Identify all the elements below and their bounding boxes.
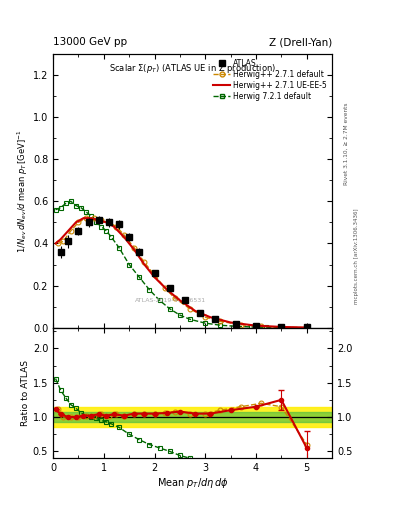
Legend: ATLAS, Herwig++ 2.7.1 default, Herwig++ 2.7.1 UE-EE-5, Herwig 7.2.1 default: ATLAS, Herwig++ 2.7.1 default, Herwig++ … xyxy=(211,57,328,102)
Text: mcplots.cern.ch [arXiv:1306.3436]: mcplots.cern.ch [arXiv:1306.3436] xyxy=(354,208,359,304)
Text: ATLAS-2019-41736531: ATLAS-2019-41736531 xyxy=(135,298,206,303)
Text: Z (Drell-Yan): Z (Drell-Yan) xyxy=(269,37,332,47)
Text: Scalar $\Sigma(p_T)$ (ATLAS UE in Z production): Scalar $\Sigma(p_T)$ (ATLAS UE in Z prod… xyxy=(109,62,276,75)
Y-axis label: $1/N_{ev}\,dN_{ev}/d$ mean $p_T\,[\mathrm{GeV}]^{-1}$: $1/N_{ev}\,dN_{ev}/d$ mean $p_T\,[\mathr… xyxy=(16,129,30,252)
Y-axis label: Ratio to ATLAS: Ratio to ATLAS xyxy=(21,360,30,426)
X-axis label: Mean $p_T/d\eta\,d\phi$: Mean $p_T/d\eta\,d\phi$ xyxy=(157,476,228,490)
Text: Rivet 3.1.10, ≥ 2.7M events: Rivet 3.1.10, ≥ 2.7M events xyxy=(344,102,349,185)
Text: 13000 GeV pp: 13000 GeV pp xyxy=(53,37,127,47)
